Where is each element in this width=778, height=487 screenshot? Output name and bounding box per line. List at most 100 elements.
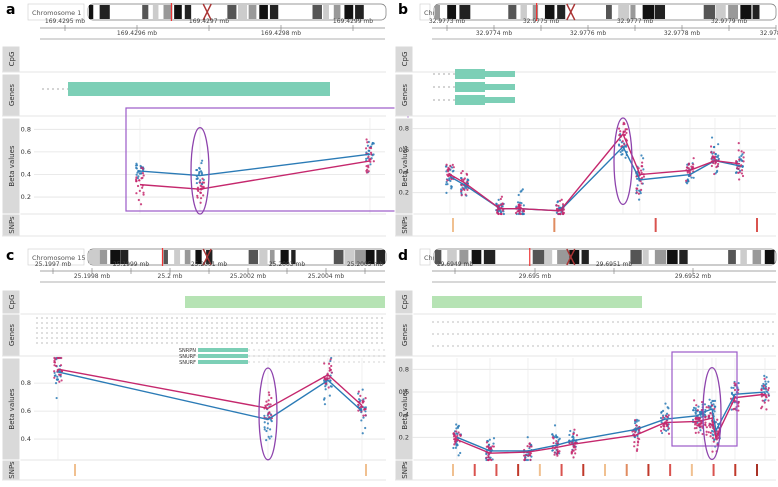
sample-point [445, 163, 448, 166]
ytick-label: 0.6 [399, 388, 409, 396]
sample-point [694, 417, 697, 420]
sample-point [269, 403, 272, 406]
position-tick-label: 25.1997 mb [35, 261, 72, 268]
sample-point [762, 382, 765, 386]
sample-point [712, 145, 716, 149]
sample-point [139, 203, 143, 206]
sample-point [453, 440, 457, 443]
sample-point [327, 362, 331, 365]
sample-point [488, 438, 491, 441]
sample-point [492, 442, 495, 445]
sample-point [695, 404, 698, 407]
sample-point [497, 198, 500, 201]
sample-point [502, 212, 505, 216]
sample-point [364, 426, 367, 430]
sample-point [640, 154, 643, 157]
sample-point [698, 417, 702, 420]
ideogram-band [642, 5, 655, 19]
sample-point [730, 386, 733, 389]
position-tick-label: 25.2005 mb [347, 261, 384, 268]
sample-point [327, 386, 330, 389]
sample-point [633, 421, 637, 425]
snp-mark [654, 218, 657, 232]
sample-point [766, 390, 769, 394]
sample-point [700, 400, 704, 404]
sample-point [741, 153, 744, 156]
sample-point [697, 431, 700, 434]
sample-point [692, 409, 695, 412]
ytick-label: 0.4 [399, 167, 409, 175]
highlighted-site-ellipse [613, 117, 633, 206]
sample-point [270, 414, 273, 417]
sample-point [455, 444, 458, 447]
sample-point [323, 377, 326, 381]
sample-point [737, 149, 740, 152]
sample-point [620, 153, 623, 156]
sample-point [709, 431, 712, 434]
sample-point [496, 211, 499, 214]
sample-point [500, 212, 503, 216]
sample-point [639, 192, 642, 195]
sample-point [556, 454, 559, 457]
sample-point [572, 456, 575, 459]
ideogram-band [365, 250, 375, 264]
sample-point [692, 163, 695, 166]
sample-point [570, 451, 574, 454]
sample-point [490, 458, 493, 462]
sample-point [740, 169, 744, 172]
snp-mark [452, 464, 454, 476]
sample-point [56, 378, 59, 381]
ideogram-band [581, 250, 589, 264]
track-label-beta: Beta values [8, 388, 16, 429]
sample-point [555, 204, 558, 207]
sample-point [693, 423, 697, 426]
series-line-group-1 [57, 371, 363, 421]
sample-point [732, 386, 735, 390]
gene-utr [485, 84, 515, 90]
snp-mark [734, 464, 737, 476]
sample-point [265, 400, 268, 403]
sample-point [737, 171, 740, 175]
sample-point [572, 432, 575, 435]
sample-point [640, 171, 643, 175]
sample-point [765, 376, 768, 379]
sample-point [369, 147, 373, 150]
sample-point [635, 420, 638, 423]
ideogram-band [259, 250, 268, 264]
ideogram-band [269, 5, 279, 19]
sample-point [465, 187, 468, 190]
sample-point [717, 154, 720, 157]
sample-point [521, 212, 524, 216]
sample-point [687, 162, 691, 165]
sample-point [364, 397, 367, 400]
sample-point [266, 422, 270, 425]
ytick-label: 0.2 [21, 193, 31, 201]
sample-point [521, 209, 525, 212]
sample-point [551, 449, 554, 452]
sample-point [712, 440, 715, 443]
track-label-cpg: CpG [8, 295, 16, 310]
sample-point [709, 412, 712, 415]
annotation-features [42, 82, 330, 96]
sample-point [516, 201, 520, 204]
sample-point [663, 425, 666, 428]
ytick-label: 0.8 [399, 125, 409, 133]
sample-point [763, 377, 766, 380]
sample-point [500, 195, 504, 198]
sample-point [485, 458, 488, 462]
ideogram-outline [433, 3, 777, 21]
ytick-label: 0.2 [399, 433, 409, 441]
sample-point [618, 139, 622, 142]
series-line-group-1 [139, 153, 371, 177]
sample-point [686, 171, 689, 174]
ideogram-band [471, 250, 482, 264]
ideogram-band [459, 250, 469, 264]
chromosome-ideogram [433, 248, 777, 266]
snp-mark [553, 218, 556, 232]
sample-point [196, 194, 199, 197]
sample-point [694, 407, 697, 410]
sample-point [716, 169, 719, 173]
sample-point [53, 374, 56, 378]
position-tick-label: 25.2001 mb [191, 261, 228, 268]
sample-point [716, 418, 719, 421]
